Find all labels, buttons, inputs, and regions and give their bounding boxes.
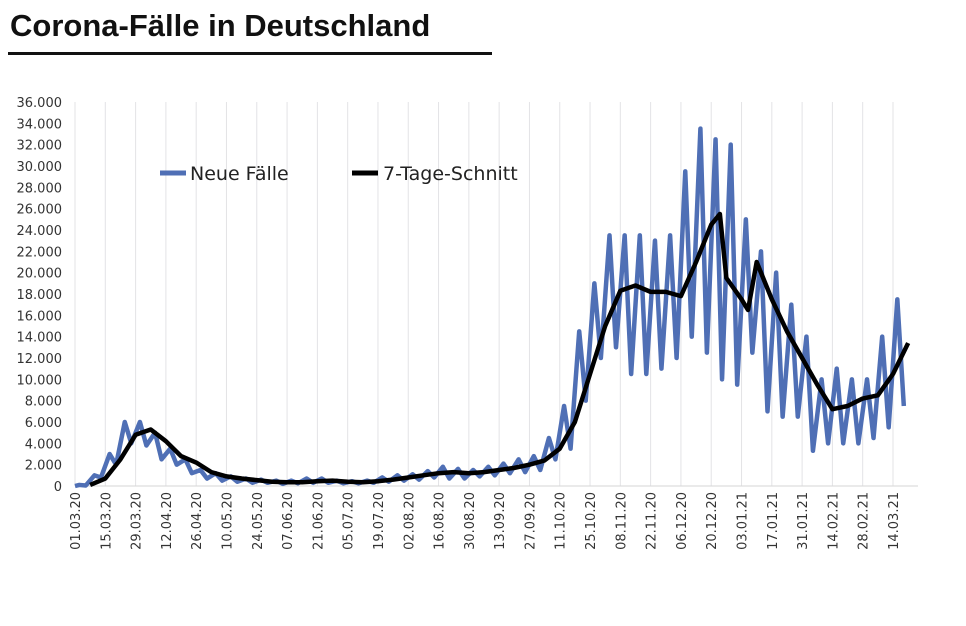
y-tick-label: 34.000 bbox=[17, 117, 63, 132]
x-tick-label: 25.10.20 bbox=[584, 492, 599, 550]
chart-title: Corona-Fälle in Deutschland bbox=[10, 8, 431, 43]
y-tick-label: 12.000 bbox=[17, 352, 63, 367]
y-tick-label: 36.000 bbox=[17, 96, 63, 111]
y-tick-label: 4.000 bbox=[25, 437, 62, 452]
y-tick-label: 8.000 bbox=[25, 395, 62, 410]
x-tick-label: 15.03.20 bbox=[99, 492, 114, 550]
title-underline bbox=[8, 52, 492, 55]
y-tick-label: 20.000 bbox=[17, 267, 63, 282]
y-tick-label: 30.000 bbox=[17, 160, 63, 175]
y-tick-label: 16.000 bbox=[17, 309, 63, 324]
x-tick-label: 19.07.20 bbox=[372, 492, 387, 550]
y-tick-label: 32.000 bbox=[17, 139, 63, 154]
x-tick-label: 26.04.20 bbox=[190, 492, 205, 550]
y-tick-label: 22.000 bbox=[17, 245, 63, 260]
x-tick-label: 14.02.21 bbox=[826, 492, 841, 550]
x-tick-label: 29.03.20 bbox=[130, 492, 145, 550]
x-tick-label: 05.07.20 bbox=[342, 492, 357, 550]
x-tick-label: 24.05.20 bbox=[251, 492, 266, 550]
y-tick-label: 2.000 bbox=[25, 459, 62, 474]
x-tick-label: 13.09.20 bbox=[493, 492, 508, 550]
legend-label-neue-faelle: Neue Fälle bbox=[190, 163, 289, 185]
x-tick-label: 11.10.20 bbox=[554, 492, 569, 550]
y-tick-label: 0 bbox=[54, 480, 62, 495]
series-line-neue-faelle bbox=[74, 126, 907, 489]
y-tick-label: 24.000 bbox=[17, 224, 63, 239]
x-tick-label: 10.05.20 bbox=[220, 492, 235, 550]
x-tick-label: 01.03.20 bbox=[69, 492, 84, 550]
y-tick-label: 6.000 bbox=[25, 416, 62, 431]
y-tick-label: 26.000 bbox=[17, 203, 63, 218]
x-tick-label: 12.04.20 bbox=[160, 492, 175, 550]
series-line-7-tage-schnitt bbox=[89, 211, 911, 488]
y-tick-label: 14.000 bbox=[17, 331, 63, 346]
x-tick-label: 20.12.20 bbox=[705, 492, 720, 550]
x-tick-label: 28.02.21 bbox=[857, 492, 872, 550]
x-tick-label: 30.08.20 bbox=[463, 492, 478, 550]
x-tick-label: 07.06.20 bbox=[281, 492, 296, 550]
y-tick-label: 10.000 bbox=[17, 373, 63, 388]
x-tick-label: 03.01.21 bbox=[736, 492, 751, 550]
x-tick-label: 14.03.21 bbox=[887, 492, 902, 550]
y-tick-label: 18.000 bbox=[17, 288, 63, 303]
x-tick-label: 08.11.20 bbox=[614, 492, 629, 550]
x-tick-label: 16.08.20 bbox=[433, 492, 448, 550]
x-tick-label: 22.11.20 bbox=[645, 492, 660, 550]
x-tick-label: 27.09.20 bbox=[523, 492, 538, 550]
x-tick-label: 02.08.20 bbox=[402, 492, 417, 550]
x-tick-label: 17.01.21 bbox=[766, 492, 781, 550]
legend-label-7-tage-schnitt: 7-Tage-Schnitt bbox=[383, 163, 518, 185]
x-tick-label: 21.06.20 bbox=[311, 492, 326, 550]
y-tick-label: 28.000 bbox=[17, 181, 63, 196]
x-tick-label: 06.12.20 bbox=[675, 492, 690, 550]
x-tick-label: 31.01.21 bbox=[796, 492, 811, 550]
